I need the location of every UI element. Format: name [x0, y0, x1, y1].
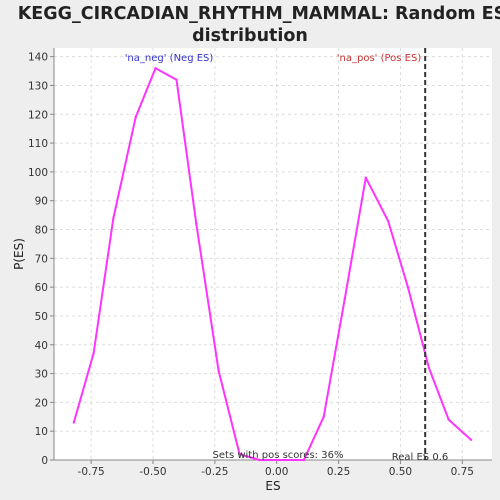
y-tick-label: 50	[35, 311, 48, 323]
es-data-point	[175, 78, 178, 81]
x-tick-label: -0.50	[139, 466, 166, 478]
es-data-point	[134, 115, 137, 119]
es-data-point	[112, 216, 115, 220]
es-data-point	[364, 176, 367, 179]
real-es-annotation: Real ES 0.6	[392, 452, 448, 463]
pos-es-annotation: 'na_pos' (Pos ES)	[337, 53, 422, 64]
es-data-point	[238, 453, 241, 456]
es-data-point	[343, 297, 346, 300]
es-data-point	[195, 222, 198, 225]
es-data-point	[447, 418, 450, 421]
es-data-point	[302, 458, 306, 462]
es-data-point	[427, 366, 431, 369]
es-data-point	[469, 438, 473, 441]
y-tick-label: 120	[28, 109, 48, 121]
es-data-point	[406, 285, 410, 289]
chart-title-line-2: distribution	[192, 26, 308, 46]
es-data-point	[92, 352, 95, 355]
y-tick-label: 20	[35, 397, 48, 409]
plot-area	[54, 48, 492, 460]
grid-layer	[54, 48, 492, 460]
y-axis-label: P(ES)	[12, 238, 26, 270]
x-tick-label: 0.50	[389, 466, 412, 478]
es-data-point	[217, 369, 220, 372]
x-tick-label: 0.25	[327, 466, 350, 478]
es-data-point	[154, 67, 157, 70]
y-tick-label: 140	[28, 52, 48, 64]
es-series-line	[72, 67, 472, 461]
x-axis-label: ES	[265, 479, 280, 493]
es-data-point	[258, 458, 261, 462]
x-tick-label: 0.75	[451, 466, 474, 478]
es-data-point	[278, 458, 281, 462]
y-tick-label: 40	[35, 340, 48, 352]
y-tick-label: 30	[35, 369, 48, 381]
y-tick-label: 60	[35, 282, 48, 294]
y-tick-label: 100	[28, 167, 48, 179]
x-tick-label: -0.25	[201, 466, 228, 478]
y-tick-label: 0	[41, 455, 48, 467]
es-data-point	[386, 219, 390, 223]
series-layer	[72, 67, 473, 462]
chart-title-line-1: KEGG_CIRCADIAN_RHYTHM_MAMMAL: Random ES	[18, 4, 500, 24]
axis-layer: 0 10 20 30 40 50 60 70 80 90 100 110 120 130 140 -0.75 -…	[28, 48, 492, 478]
y-tick-label: 80	[35, 225, 48, 237]
y-tick-label: 70	[35, 253, 48, 265]
es-data-point	[72, 421, 76, 424]
x-tick-label: -0.75	[78, 466, 105, 478]
y-tick-label: 90	[35, 196, 48, 208]
x-tick-label: 0.00	[265, 466, 288, 478]
pos-scores-annotation: Sets with pos scores: 36%	[213, 450, 344, 461]
neg-es-annotation: 'na_neg' (Neg ES)	[125, 53, 214, 64]
y-tick-label: 110	[28, 138, 48, 150]
y-tick-label: 130	[28, 80, 48, 92]
es-data-point	[322, 415, 325, 418]
y-tick-label: 10	[35, 426, 48, 438]
